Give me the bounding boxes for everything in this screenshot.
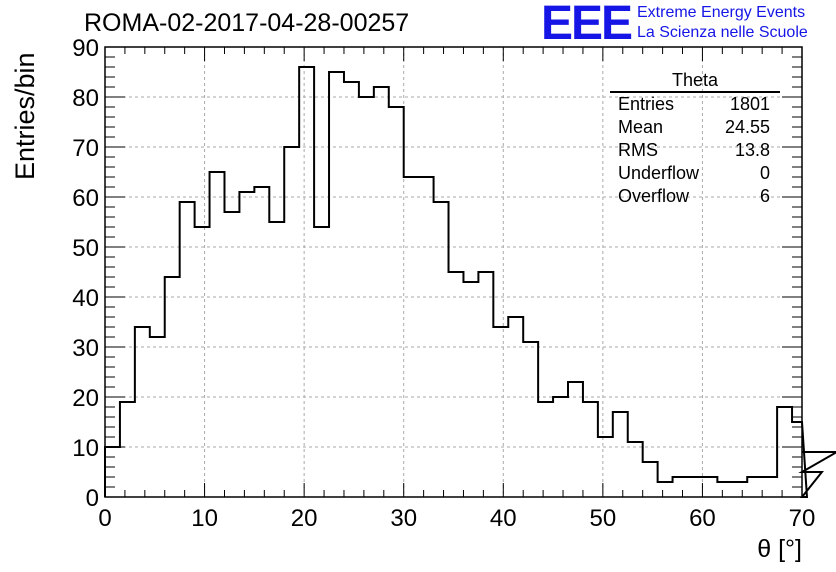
y-tick-label: 20 — [72, 385, 99, 412]
y-tick-label: 80 — [72, 85, 99, 112]
eee-logo: EEE — [541, 0, 633, 50]
stats-label: Overflow — [618, 186, 690, 206]
x-tick-label: 30 — [390, 505, 417, 532]
stats-value: 6 — [759, 186, 770, 206]
x-tick-label: 10 — [191, 505, 218, 532]
y-tick-label: 70 — [72, 135, 99, 162]
x-tick-label: 40 — [490, 505, 517, 532]
y-tick-label: 40 — [72, 285, 99, 312]
stats-row: Mean 24.55 — [610, 116, 780, 139]
y-axis-label: Entries/bin — [10, 52, 40, 180]
stats-label: RMS — [618, 140, 658, 160]
logo-line-2: La Scienza nelle Scuole — [637, 24, 808, 41]
stats-value: 13.8 — [734, 140, 770, 160]
stats-box: Theta Entries 1801 Mean 24.55 RMS 13.8 Underfl… — [610, 70, 780, 208]
stats-row: Entries 1801 — [610, 93, 780, 116]
y-tick-label: 90 — [72, 35, 99, 62]
x-tick-label: 0 — [98, 505, 111, 532]
y-tick-label: 30 — [72, 335, 99, 362]
x-tick-label: 60 — [689, 505, 716, 532]
stats-value: 0 — [759, 163, 770, 183]
stats-value: 24.55 — [724, 117, 770, 137]
stats-label: Entries — [618, 94, 675, 114]
y-tick-label: 10 — [72, 435, 99, 462]
y-tick-label: 60 — [72, 185, 99, 212]
stats-title: Theta — [610, 70, 780, 93]
chart-title: ROMA-02-2017-04-28-00257 — [84, 9, 410, 37]
stats-row: RMS 13.8 — [610, 139, 780, 162]
x-axis-label: θ [°] — [757, 535, 802, 563]
x-tick-label: 20 — [291, 505, 318, 532]
stats-value: 1801 — [729, 94, 770, 114]
x-tick-label: 70 — [789, 505, 816, 532]
stats-row: Overflow 6 — [610, 185, 780, 208]
stats-label: Underflow — [618, 163, 700, 183]
plot-frame — [104, 46, 803, 498]
y-tick-label: 50 — [72, 235, 99, 262]
y-tick-label: 0 — [86, 485, 99, 512]
x-tick-label: 50 — [590, 505, 617, 532]
stats-row: Underflow 0 — [610, 162, 780, 185]
logo-line-1: Extreme Energy Events — [637, 4, 806, 21]
histogram-series — [104, 66, 836, 498]
stats-label: Mean — [618, 117, 664, 137]
